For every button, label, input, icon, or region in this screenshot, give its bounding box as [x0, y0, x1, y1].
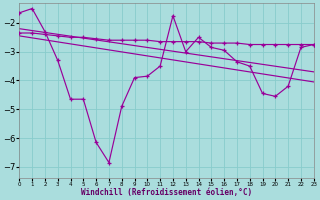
X-axis label: Windchill (Refroidissement éolien,°C): Windchill (Refroidissement éolien,°C) — [81, 188, 252, 197]
